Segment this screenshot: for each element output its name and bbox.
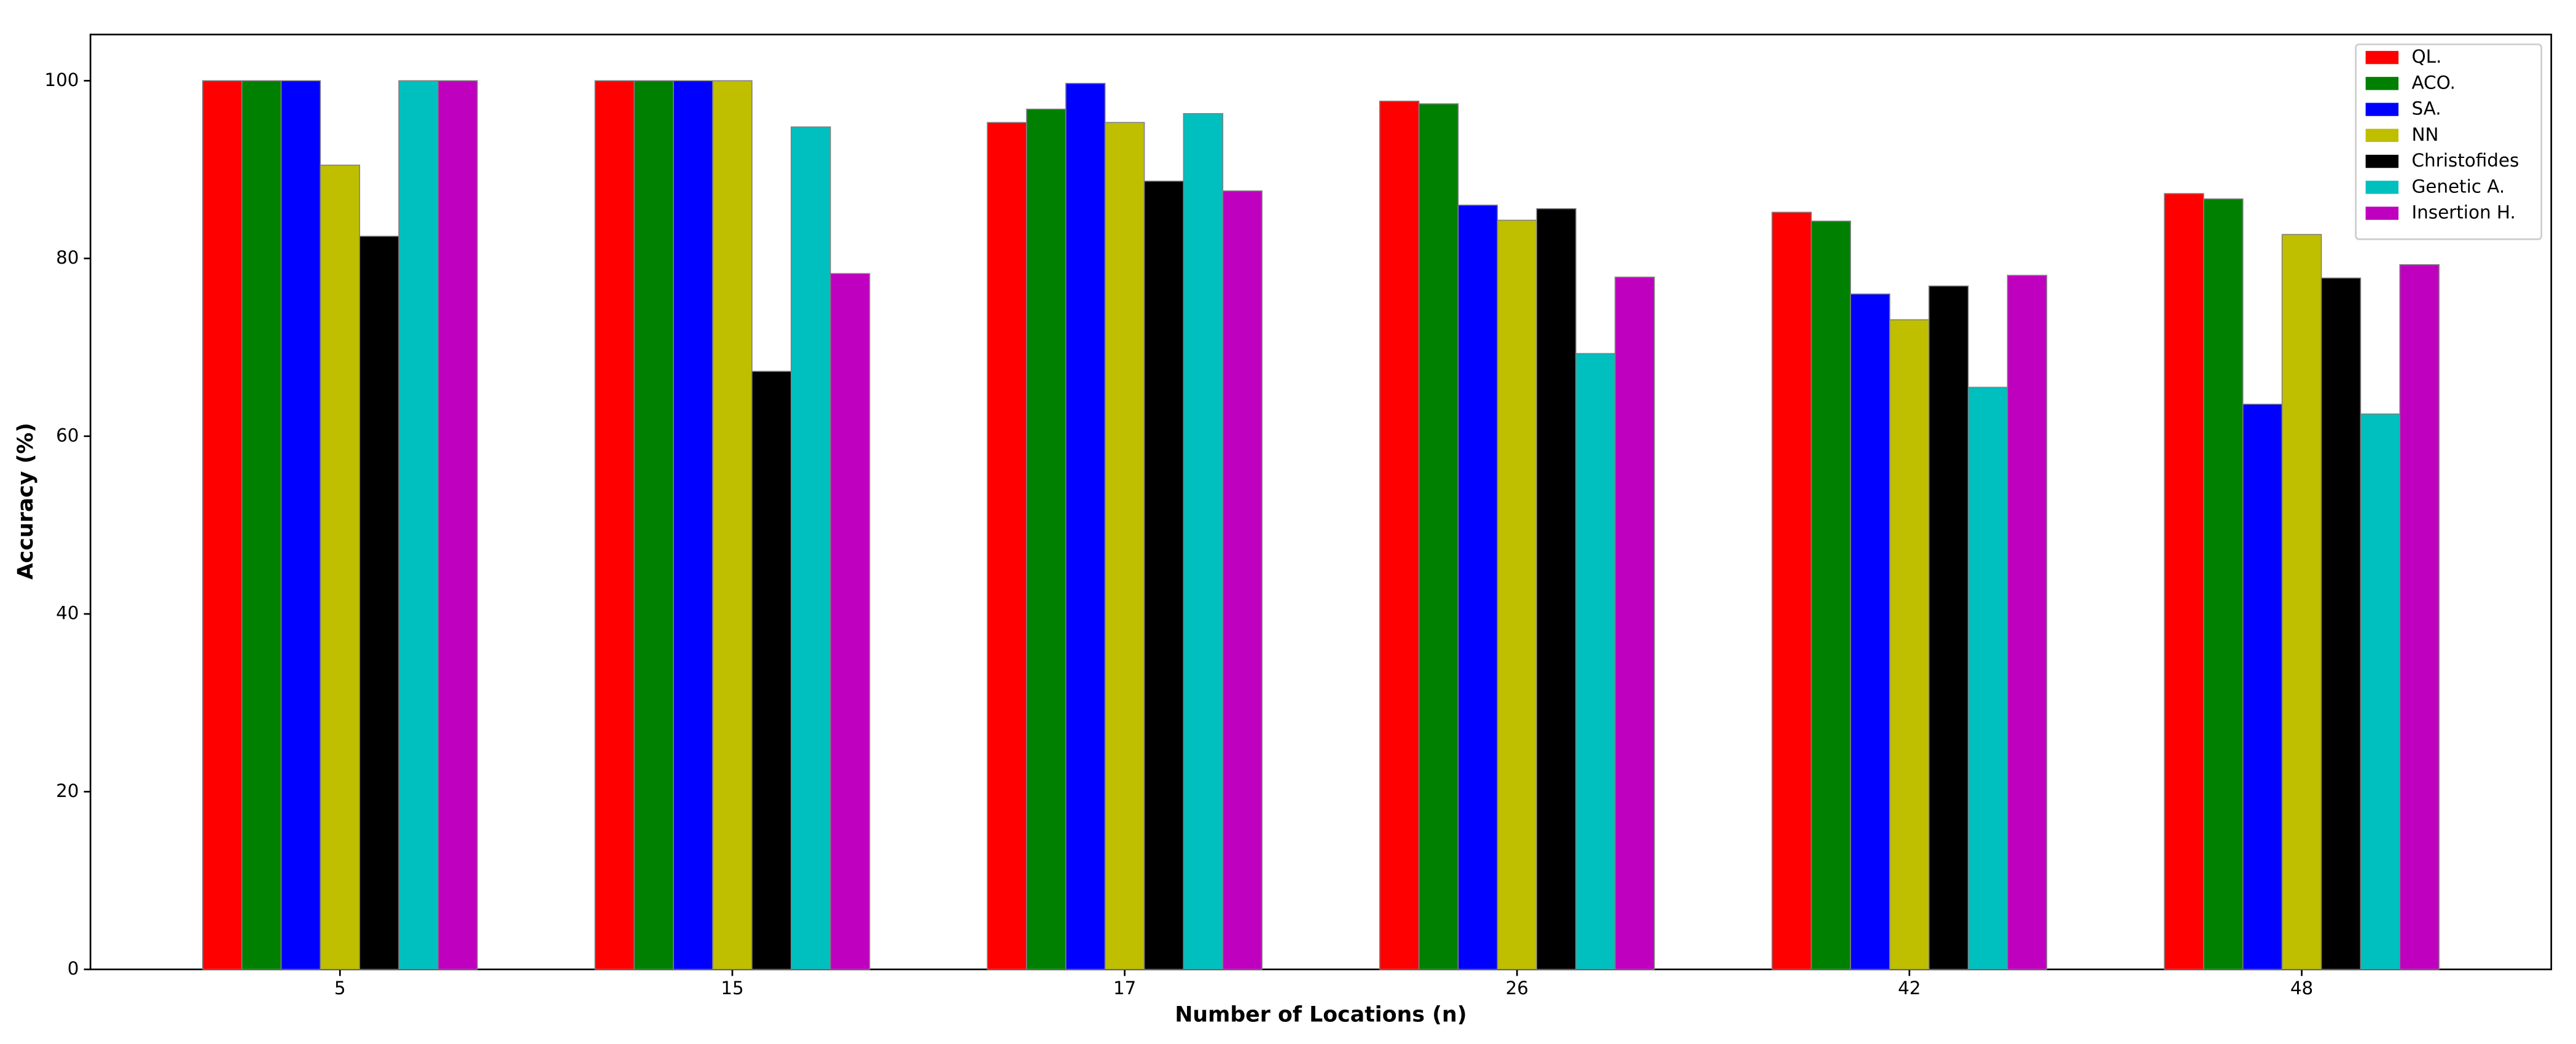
legend-swatch [2365, 206, 2399, 220]
x-tick-label: 48 [2290, 978, 2313, 999]
bar [1457, 205, 1498, 970]
bar [1771, 211, 1812, 970]
bar [1967, 387, 2008, 970]
y-tick-label: 80 [56, 247, 79, 268]
bar [2164, 193, 2204, 970]
y-tick-label: 20 [56, 780, 79, 801]
bar [1143, 180, 1184, 970]
bar [1222, 190, 1263, 970]
legend-swatch [2365, 77, 2399, 90]
bar [594, 80, 635, 970]
legend-swatch [2365, 103, 2399, 116]
bar [2399, 264, 2440, 970]
bar [1418, 103, 1459, 970]
y-axis-title: Accuracy (%) [14, 423, 38, 579]
legend-label: SA. [2411, 98, 2441, 119]
bar [398, 80, 439, 970]
bar [1575, 353, 1616, 970]
bar [280, 80, 321, 970]
bar [202, 80, 243, 970]
legend-label: NN [2411, 124, 2438, 145]
bar [1065, 82, 1106, 970]
bar [2203, 198, 2244, 970]
bar [1811, 221, 1851, 970]
bar [319, 164, 361, 970]
y-tick-label: 60 [56, 425, 79, 445]
legend-label: QL. [2411, 46, 2441, 67]
y-tick-label: 0 [68, 958, 79, 979]
bar [1104, 122, 1145, 970]
bar [2006, 275, 2048, 970]
legend-box [2355, 43, 2543, 240]
y-tick-label: 100 [44, 69, 79, 90]
bar [791, 126, 831, 970]
bar [437, 80, 478, 970]
bar [712, 80, 753, 970]
bar [2242, 403, 2283, 970]
bar [1615, 277, 1655, 970]
bar [1379, 100, 1420, 970]
x-tick-label: 15 [721, 978, 743, 999]
legend-label: Insertion H. [2411, 202, 2515, 223]
bar [2360, 413, 2401, 970]
x-tick-label: 5 [334, 978, 346, 999]
legend-swatch [2365, 128, 2399, 143]
bar [359, 235, 399, 970]
x-axis-title: Number of Locations (n) [1175, 1002, 1466, 1027]
bar [1183, 113, 1224, 970]
bar [751, 371, 792, 970]
bar [673, 80, 713, 970]
legend-swatch [2365, 50, 2399, 65]
bar [1026, 108, 1067, 970]
legend-label: Christofides [2411, 150, 2519, 171]
bar [1850, 293, 1890, 970]
bar [1928, 285, 1969, 970]
legend-swatch [2365, 154, 2399, 168]
legend-swatch [2365, 181, 2399, 194]
bar [241, 80, 282, 970]
plot-frame [89, 33, 2553, 970]
legend-label: ACO. [2411, 72, 2455, 93]
bar [829, 273, 871, 970]
legend-label: Genetic A. [2411, 176, 2505, 197]
bar [987, 122, 1027, 970]
x-tick-label: 26 [1506, 978, 1529, 999]
y-tick-label: 40 [56, 603, 79, 624]
bar [1889, 319, 1930, 970]
bar [1536, 208, 1576, 970]
x-tick-label: 17 [1113, 978, 1136, 999]
bar [2320, 277, 2362, 970]
bar [2281, 234, 2322, 970]
x-tick-label: 42 [1898, 978, 1920, 999]
bar [1497, 219, 1538, 970]
bar [633, 80, 675, 970]
